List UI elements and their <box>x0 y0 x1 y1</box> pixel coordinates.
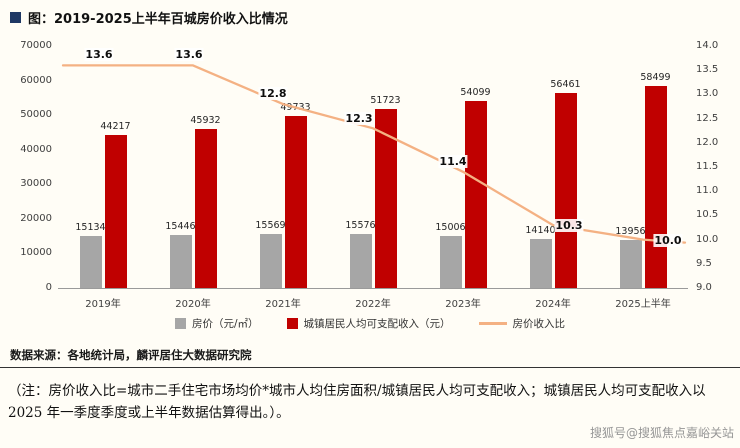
legend-item: 房价收入比 <box>478 316 566 331</box>
x-axis-label: 2024年 <box>535 299 571 310</box>
y-axis-right-tick: 14.0 <box>696 40 719 51</box>
x-axis-label: 2019年 <box>85 299 121 310</box>
legend-box-swatch-icon <box>286 318 298 329</box>
price-value-label: 13956 <box>615 225 646 237</box>
ratio-line-plot <box>61 64 687 244</box>
x-axis-label: 2023年 <box>445 299 481 310</box>
price-value-label: 15576 <box>345 220 376 232</box>
income-bar <box>554 92 577 288</box>
y-axis-right-tick: 9.0 <box>696 282 712 293</box>
y-axis-right-tick: 10.5 <box>696 209 719 221</box>
y-axis-right-tick: 10.0 <box>696 233 719 245</box>
y-axis-right-tick: 13.0 <box>696 88 719 100</box>
income-value-label: 58499 <box>640 71 671 83</box>
price-value-label: 15134 <box>75 221 106 233</box>
legend-label: 房价（元/㎡） <box>191 318 259 330</box>
legend-line-swatch-icon <box>478 322 507 325</box>
y-axis-right-tick: 12.0 <box>696 136 719 148</box>
y-axis-left-tick: 10000 <box>20 247 52 259</box>
y-axis-right-tick: 13.5 <box>696 64 719 76</box>
price-bar <box>349 234 372 288</box>
legend-label: 房价收入比 <box>512 318 566 330</box>
ratio-value-label: 12.8 <box>258 87 288 101</box>
y-axis-right-tick: 12.5 <box>696 112 719 124</box>
income-bar <box>374 109 397 288</box>
divider-line <box>0 367 740 368</box>
ratio-value-label: 13.6 <box>174 48 204 62</box>
chart-header: 图：2019-2025上半年百城房价收入比情况 <box>10 8 288 27</box>
y-axis-right-tick: 11.0 <box>696 185 719 197</box>
price-bar <box>79 235 102 288</box>
x-axis-label: 2020年 <box>175 299 211 310</box>
y-axis-left-tick: 20000 <box>20 212 52 224</box>
data-source: 数据来源：各地统计局，麟评居住大数据研究院 <box>10 348 252 362</box>
legend-item: 城镇居民人均可支配收入（元） <box>286 316 451 331</box>
x-axis-label: 2025上半年 <box>615 299 671 310</box>
price-bar <box>439 236 462 288</box>
x-axis-label: 2022年 <box>355 299 391 310</box>
ratio-value-label: 13.6 <box>84 48 114 62</box>
income-bar <box>104 135 127 288</box>
income-value-label: 51723 <box>370 95 401 107</box>
price-value-label: 15569 <box>255 220 286 232</box>
legend-box-swatch-icon <box>174 318 186 329</box>
x-axis-line <box>58 288 688 289</box>
y-axis-right-tick: 9.5 <box>696 257 712 269</box>
price-bar <box>169 234 192 288</box>
ratio-value-label: 10.0 <box>653 233 683 247</box>
price-value-label: 15006 <box>435 222 466 234</box>
price-bar <box>259 234 282 288</box>
income-bar <box>194 129 217 288</box>
income-value-label: 44217 <box>100 121 131 133</box>
y-axis-left-tick: 50000 <box>20 109 52 121</box>
ratio-value-label: 12.3 <box>344 112 374 126</box>
y-axis-left-tick: 30000 <box>20 178 52 190</box>
y-axis-left-tick: 0 <box>45 282 52 293</box>
price-bar <box>529 239 552 288</box>
price-bar <box>619 239 642 288</box>
y-axis-left-tick: 70000 <box>20 40 52 51</box>
title-bullet-icon <box>10 12 21 23</box>
legend-item: 房价（元/㎡） <box>174 316 259 331</box>
income-bar <box>284 116 307 288</box>
chart-legend: 房价（元/㎡） 城镇居民人均可支配收入（元） 房价收入比 <box>0 316 740 331</box>
y-axis-left-tick: 40000 <box>20 143 52 155</box>
watermark: 搜狐号@搜狐焦点嘉峪关站 <box>589 426 734 440</box>
y-axis-right-tick: 11.5 <box>696 161 719 172</box>
income-value-label: 45932 <box>190 115 221 127</box>
price-value-label: 14140 <box>525 225 556 237</box>
price-income-chart: 70000 60000 50000 40000 30000 20000 10000 0 14.0… <box>0 34 740 314</box>
income-bar <box>464 100 487 288</box>
ratio-value-label: 11.4 <box>438 154 468 168</box>
price-value-label: 15446 <box>165 220 196 232</box>
income-value-label: 56461 <box>550 78 581 90</box>
legend-label: 城镇居民人均可支配收入（元） <box>303 318 451 330</box>
y-axis-left-tick: 60000 <box>20 74 52 86</box>
x-axis-label: 2021年 <box>265 299 301 310</box>
footnote: （注：房价收入比=城市二手住宅市场均价*城市人均住房面积/城镇居民人均可支配收入… <box>8 383 706 421</box>
income-value-label: 54099 <box>460 86 491 98</box>
chart-title: 图：2019-2025上半年百城房价收入比情况 <box>28 12 288 27</box>
ratio-value-label: 10.3 <box>554 219 584 233</box>
